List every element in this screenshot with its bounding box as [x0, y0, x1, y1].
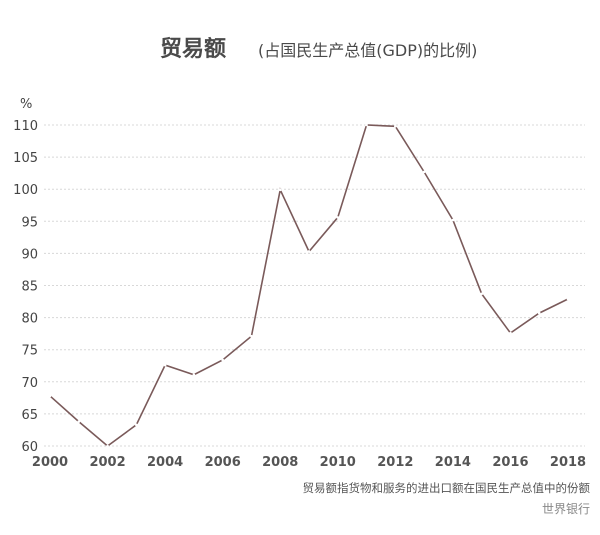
data-point [250, 334, 253, 338]
y-tick-label: 60 [21, 440, 38, 455]
data-point [365, 123, 368, 127]
data-point [451, 218, 455, 222]
data-point [480, 292, 483, 296]
chart-title: 贸易额 [160, 37, 226, 62]
watermark-logo: 世界银行 [542, 502, 590, 516]
y-tick-label: 75 [21, 344, 38, 359]
y-tick-label: 80 [21, 312, 38, 327]
x-tick-label: 2002 [89, 455, 125, 470]
data-point [135, 423, 138, 427]
data-point [307, 250, 311, 253]
footnote: 贸易额指货物和服务的进出口额在国民生产总值中的份额 [303, 481, 591, 495]
y-tick-label: 70 [21, 376, 38, 391]
y-tick-label: 105 [13, 151, 38, 166]
chart-subtitle: (占国民生产总值(GDP)的比例) [258, 41, 477, 60]
x-tick-label: 2000 [32, 455, 68, 470]
x-tick-label: 2004 [147, 455, 183, 470]
y-tick-label: 110 [13, 119, 38, 134]
data-point [566, 297, 570, 301]
data-point [163, 363, 167, 367]
y-axis-unit-label: % [20, 97, 32, 112]
x-tick-label: 2008 [262, 455, 298, 470]
data-point [336, 216, 340, 219]
x-tick-label: 2012 [377, 455, 413, 470]
data-point [422, 170, 426, 174]
data-point [192, 373, 196, 377]
data-point [509, 331, 512, 335]
data-point [77, 420, 81, 423]
x-tick-label: 2016 [492, 455, 528, 470]
data-point [48, 394, 52, 398]
y-tick-label: 100 [13, 183, 38, 198]
x-tick-label: 2010 [320, 455, 356, 470]
data-point [394, 124, 397, 128]
data-point [278, 188, 282, 192]
y-tick-label: 90 [21, 247, 38, 262]
x-tick-label: 2006 [205, 455, 241, 470]
y-tick-label: 85 [21, 280, 38, 295]
y-tick-label: 95 [21, 215, 38, 230]
x-tick-label: 2014 [435, 455, 471, 470]
y-tick-label: 65 [21, 408, 38, 423]
x-tick-label: 2018 [550, 455, 586, 470]
data-point [106, 444, 109, 448]
data-point [537, 311, 541, 315]
data-point [221, 358, 224, 362]
